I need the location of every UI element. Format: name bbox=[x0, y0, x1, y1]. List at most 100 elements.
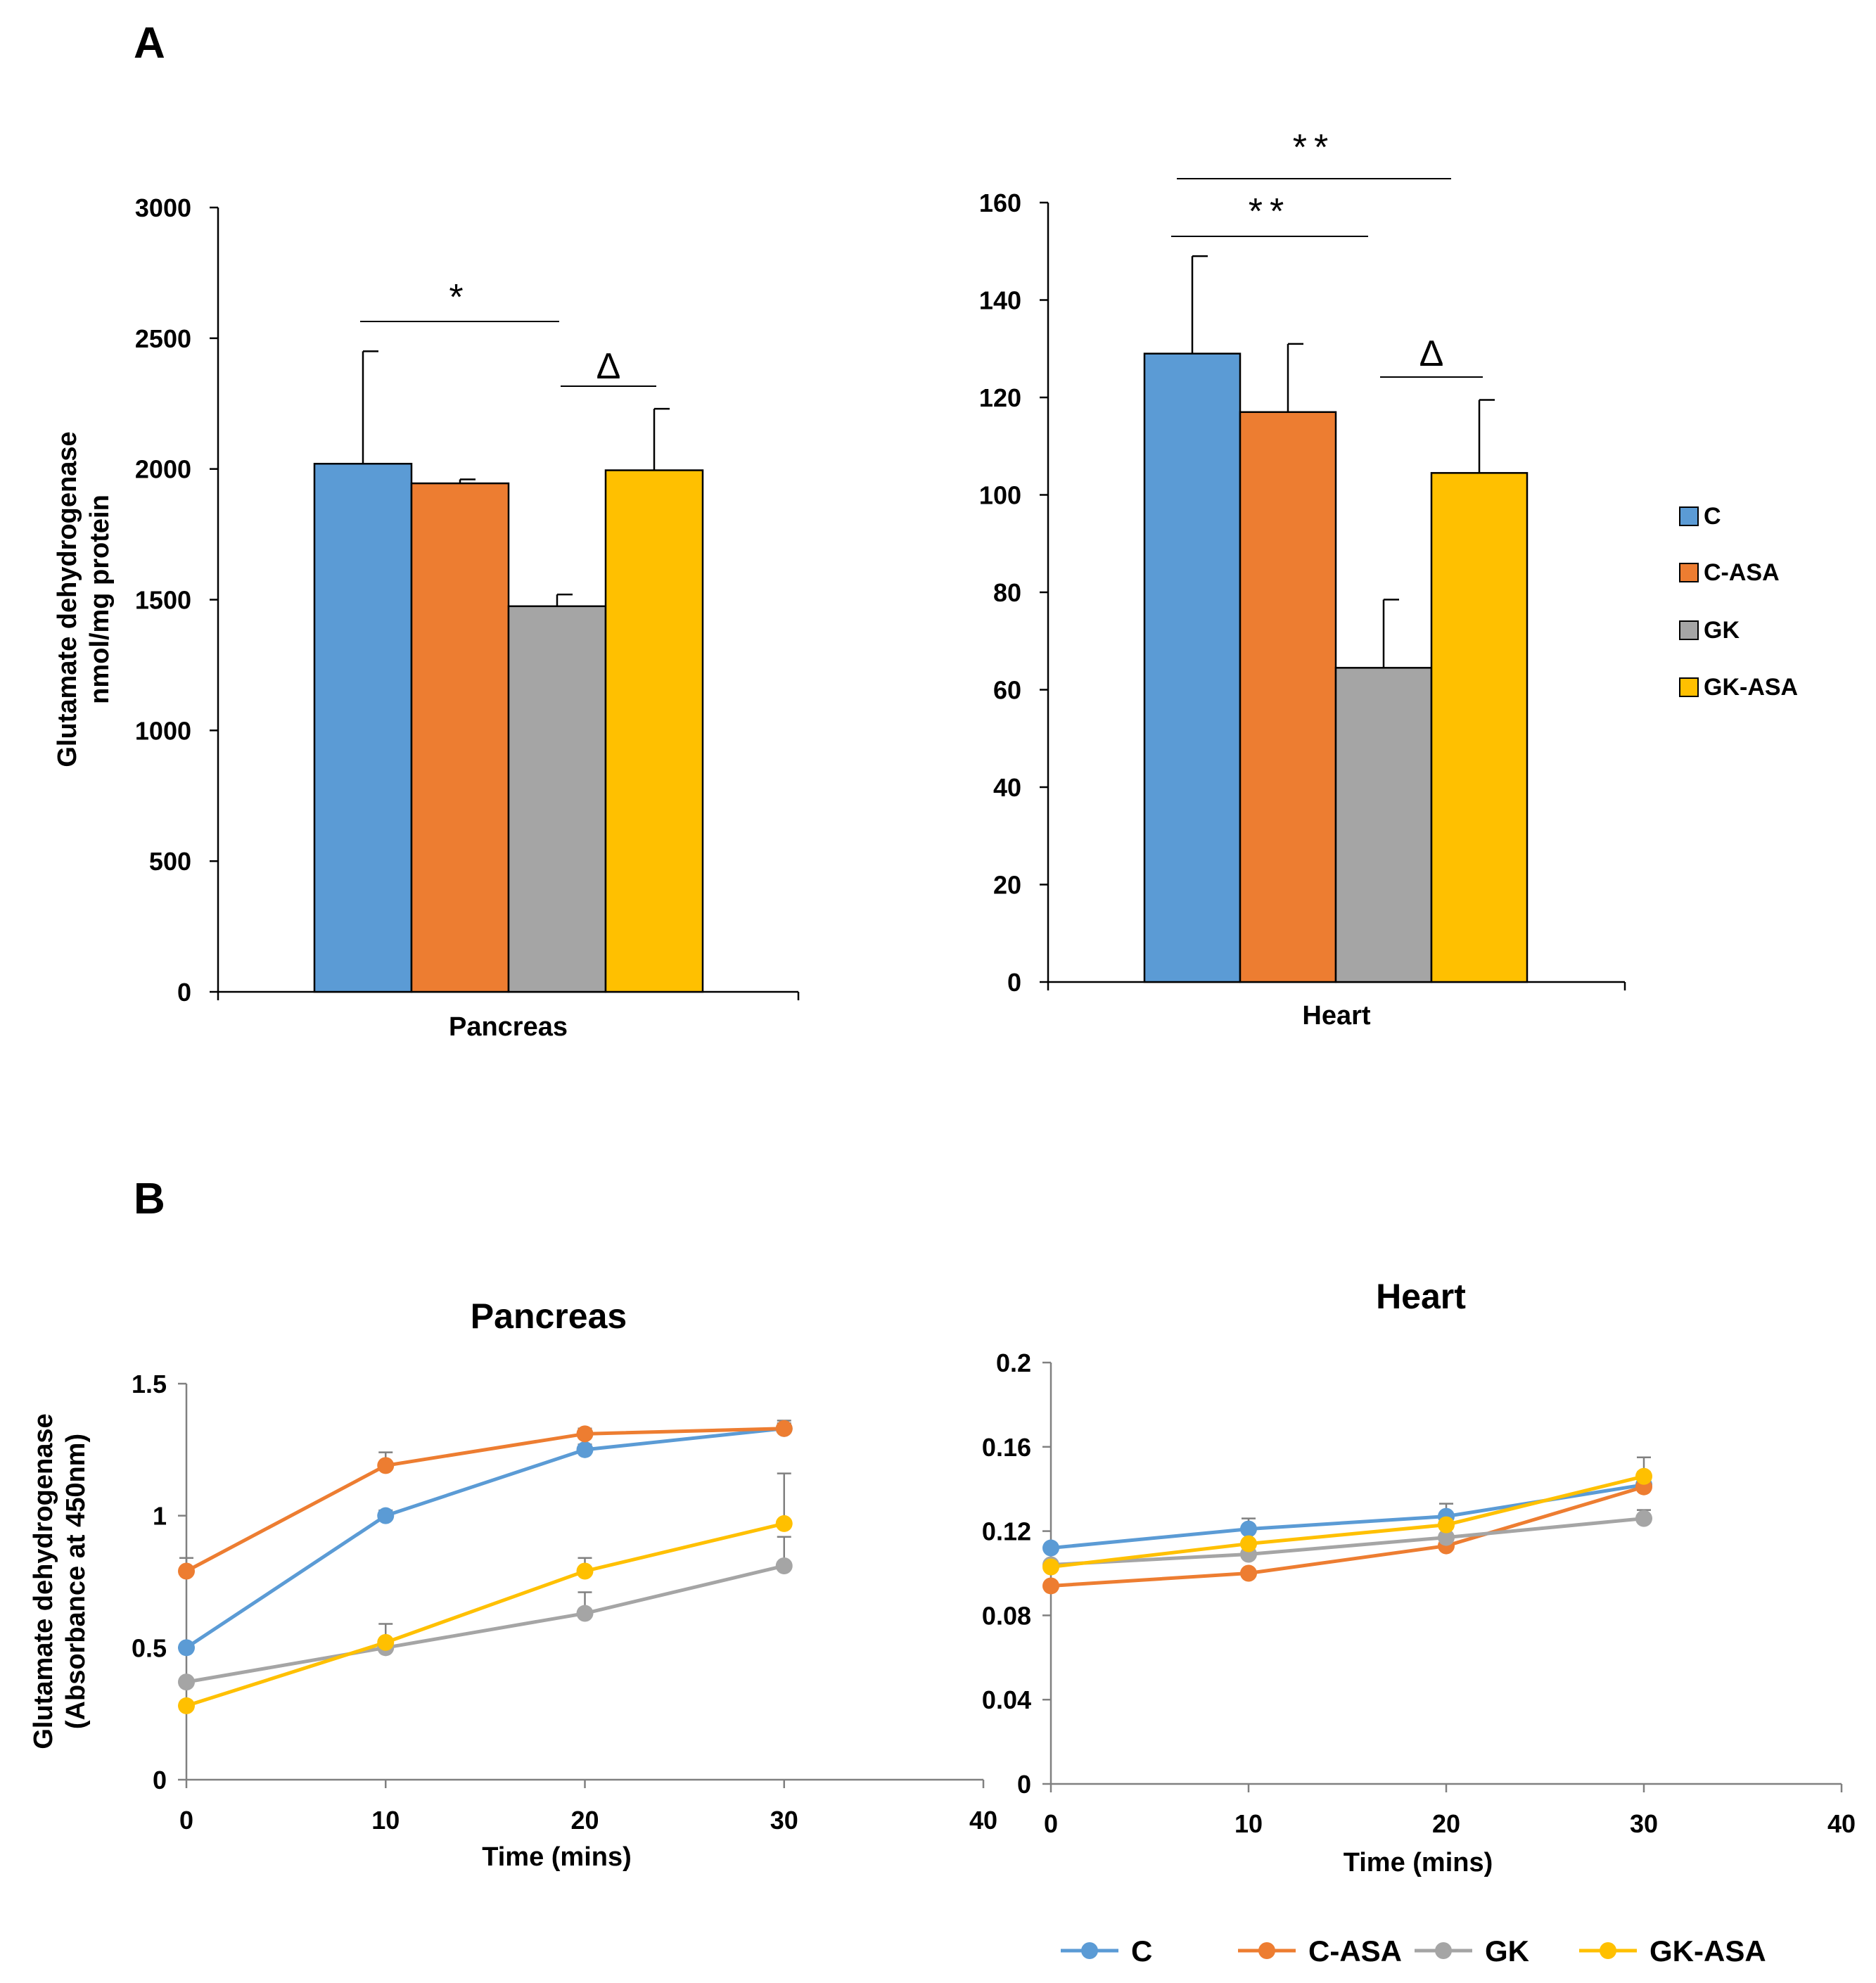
legend-a-item-c: C bbox=[1679, 503, 1721, 530]
series-line-gk bbox=[186, 1564, 785, 1684]
x-tick-label: 10 bbox=[371, 1806, 400, 1835]
series-line-c bbox=[1050, 1483, 1645, 1550]
data-point-gk bbox=[1438, 1529, 1455, 1546]
bar-c bbox=[313, 462, 413, 993]
y-tick-label: 0.2 bbox=[996, 1348, 1031, 1377]
bar-c-asa bbox=[1239, 411, 1337, 983]
bar-gk-asa bbox=[1430, 472, 1529, 983]
chart-title: Pancreas bbox=[471, 1296, 627, 1336]
data-point-c-asa bbox=[377, 1457, 395, 1474]
data-point-gk-asa bbox=[775, 1515, 793, 1532]
y-axis-title: Glutamate dehydrogenase (Absorbance at 45… bbox=[29, 1413, 91, 1749]
x-axis-title: Time (mins) bbox=[1344, 1848, 1493, 1877]
data-point-c-asa bbox=[775, 1420, 793, 1437]
legend-label: GK-ASA bbox=[1650, 1934, 1766, 1968]
data-point-gk bbox=[576, 1605, 594, 1622]
chart-title: Heart bbox=[1376, 1277, 1466, 1316]
legend-swatch bbox=[1679, 563, 1699, 582]
y-tick-label: 40 bbox=[993, 773, 1021, 802]
chart-a_pancreas: 0 500 1000 1500 2000 2500 3000 Pancreas Glutamat… bbox=[53, 193, 800, 1042]
x-tick-label: 0 bbox=[179, 1806, 193, 1835]
data-point-gk-asa bbox=[178, 1697, 195, 1714]
legend-b-item-c: C bbox=[1061, 1934, 1152, 1968]
x-tick-label: 40 bbox=[1827, 1809, 1856, 1838]
data-point-c-asa bbox=[178, 1562, 195, 1580]
y-tick-label: 0 bbox=[1017, 1770, 1031, 1799]
y-tick-label: 0.5 bbox=[132, 1633, 167, 1662]
panel-b-label: B bbox=[134, 1175, 165, 1223]
y-tick-label: 1500 bbox=[135, 586, 191, 615]
significance-mark: Δ bbox=[1419, 333, 1444, 374]
legend-a-item-gk: GK bbox=[1679, 617, 1740, 644]
y-axis-title-line-2: (Absorbance at 450nm) bbox=[61, 1434, 91, 1729]
data-point-gk-asa bbox=[1438, 1516, 1455, 1534]
legend-marker bbox=[1258, 1942, 1275, 1959]
y-tick-label: 500 bbox=[149, 847, 191, 876]
bar-gk bbox=[1334, 667, 1433, 983]
y-tick-label: 140 bbox=[979, 286, 1021, 315]
y-tick-label: 0.16 bbox=[982, 1433, 1031, 1462]
legend-marker bbox=[1600, 1942, 1616, 1959]
legend-marker bbox=[1081, 1942, 1098, 1959]
bar-c-asa bbox=[410, 482, 510, 993]
y-tick-label: 120 bbox=[979, 383, 1021, 412]
data-point-gk-asa bbox=[1042, 1558, 1059, 1576]
y-axis-title-line-2: nmol/mg protein bbox=[85, 495, 115, 704]
y-tick-label: 1.5 bbox=[132, 1370, 167, 1398]
data-point-c bbox=[1042, 1539, 1059, 1557]
bar-gk-asa bbox=[604, 469, 704, 993]
data-point-gk bbox=[1635, 1510, 1652, 1527]
legend-b-item-gk: GK bbox=[1415, 1934, 1529, 1968]
legend-label: GK bbox=[1704, 617, 1740, 644]
legend-a-item-c-asa: C-ASA bbox=[1679, 559, 1780, 586]
y-tick-label: 1000 bbox=[135, 716, 191, 745]
series-line-c-asa bbox=[185, 1427, 784, 1573]
significance-mark: * bbox=[449, 277, 470, 318]
legend-b-item-gk-asa: GK-ASA bbox=[1579, 1934, 1766, 1968]
legend-label: C-ASA bbox=[1704, 559, 1780, 586]
series-line-gk-asa bbox=[1050, 1474, 1645, 1569]
y-tick-label: 100 bbox=[979, 481, 1021, 510]
data-point-gk-asa bbox=[576, 1562, 594, 1580]
legend-swatch bbox=[1679, 506, 1699, 526]
y-axis-title-line-1: Glutamate dehydrogenase bbox=[29, 1413, 58, 1749]
chart-b_heart: Heart 0 0.04 0.08 0.12 0.16 0.2 0 10 20 30 40 Time (… bbox=[982, 1277, 1856, 1877]
data-point-c-asa bbox=[1240, 1564, 1257, 1582]
data-point-c bbox=[178, 1639, 195, 1657]
chart-a_heart: 0 20 40 60 80 100 120 140 160 Heart **** Δ bbox=[979, 127, 1626, 1031]
x-tick-label: 0 bbox=[1044, 1809, 1058, 1838]
legend-label: C bbox=[1131, 1934, 1152, 1968]
legend-label: GK-ASA bbox=[1704, 674, 1798, 701]
y-axis-title: Glutamate dehydrogenase nmol/mg protein bbox=[53, 431, 115, 767]
data-point-gk-asa bbox=[377, 1633, 395, 1651]
legend-a-item-gk-asa: GK-ASA bbox=[1679, 674, 1798, 701]
legend-swatch bbox=[1679, 677, 1699, 697]
y-tick-label: 20 bbox=[993, 871, 1021, 900]
data-point-c bbox=[377, 1507, 395, 1524]
y-tick-label: 0.04 bbox=[982, 1685, 1031, 1714]
y-tick-label: 1 bbox=[153, 1502, 167, 1531]
x-tick-label: 30 bbox=[1630, 1809, 1658, 1838]
legend-b-item-c-asa: C-ASA bbox=[1238, 1934, 1402, 1968]
bar-c bbox=[1143, 352, 1242, 983]
x-axis-title: Time (mins) bbox=[482, 1842, 632, 1872]
series-line-gk bbox=[1050, 1517, 1645, 1567]
series-line-c bbox=[185, 1427, 785, 1650]
y-tick-label: 0.08 bbox=[982, 1601, 1031, 1630]
significance-mark: ** bbox=[1249, 191, 1291, 232]
legend-label: C bbox=[1704, 503, 1721, 530]
y-tick-label: 2500 bbox=[135, 324, 191, 353]
legend-label: GK bbox=[1485, 1934, 1529, 1968]
y-axis-title-line-1: Glutamate dehydrogenase bbox=[53, 431, 82, 767]
series-line-c-asa bbox=[1050, 1485, 1645, 1588]
y-tick-label: 80 bbox=[993, 578, 1021, 607]
legend-swatch bbox=[1679, 620, 1699, 640]
data-point-c bbox=[576, 1441, 594, 1458]
data-point-c bbox=[1240, 1520, 1257, 1538]
data-point-gk bbox=[178, 1673, 195, 1691]
x-tick-label: 30 bbox=[770, 1806, 798, 1835]
panel-a-label: A bbox=[134, 19, 165, 68]
significance-mark: ** bbox=[1293, 127, 1335, 168]
data-point-gk-asa bbox=[1240, 1535, 1257, 1552]
